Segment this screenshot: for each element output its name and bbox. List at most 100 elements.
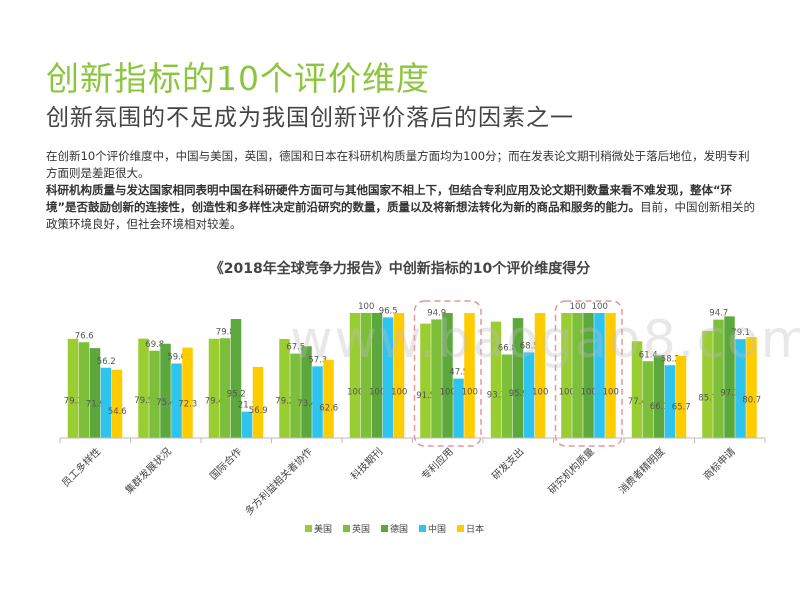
bar xyxy=(420,323,431,438)
bar xyxy=(431,319,442,438)
bar xyxy=(230,319,242,438)
bar xyxy=(642,361,654,438)
bar xyxy=(501,354,513,438)
bar-value-label: 68.5 xyxy=(520,341,539,351)
bar xyxy=(323,359,334,438)
bar xyxy=(724,316,735,438)
bar xyxy=(453,378,464,438)
bar-value-label: 100 xyxy=(347,387,363,397)
bar xyxy=(735,339,746,438)
bar xyxy=(100,367,112,438)
bar-value-label: 93.1 xyxy=(487,390,506,400)
bar xyxy=(523,352,535,438)
bar-value-label: 100 xyxy=(462,387,478,397)
bar-value-label: 75.4 xyxy=(156,398,175,408)
legend-label: 中国 xyxy=(428,523,446,535)
highlight-box xyxy=(413,300,482,447)
bar-value-label: 100 xyxy=(603,387,619,397)
bar-value-label: 79.1 xyxy=(731,328,750,338)
bar-value-label: 66.1 xyxy=(650,402,669,412)
bar xyxy=(301,346,312,438)
bar xyxy=(290,353,301,438)
bar xyxy=(664,365,676,438)
bar-value-label: 76.6 xyxy=(75,331,94,341)
bar xyxy=(138,338,149,438)
bar-value-label: 58.2 xyxy=(661,354,680,364)
legend-swatch xyxy=(343,525,350,532)
bar-value-label: 95.9 xyxy=(509,389,528,399)
legend-label: 美国 xyxy=(314,523,332,535)
bar-value-label: 67.5 xyxy=(286,343,305,353)
bar-value-label: 71.9 xyxy=(86,400,105,410)
legend-label: 英国 xyxy=(352,523,370,535)
bar-value-label: 100 xyxy=(570,302,586,312)
bar-value-label: 100 xyxy=(532,387,548,397)
bar xyxy=(360,313,372,438)
bar-value-label: 80.7 xyxy=(742,396,761,406)
category-label: 研究机构质量 xyxy=(545,445,597,497)
bar xyxy=(241,411,253,438)
bar xyxy=(349,313,361,438)
bar-value-label: 56.2 xyxy=(97,357,116,367)
bar xyxy=(182,347,193,438)
bar xyxy=(252,366,264,438)
bar xyxy=(713,319,724,438)
bar xyxy=(171,363,182,438)
bar-value-label: 62.6 xyxy=(319,404,338,414)
bar xyxy=(605,313,616,438)
bar xyxy=(702,330,713,438)
bar-value-label: 85.7 xyxy=(698,394,717,404)
bar-value-label: 79.8 xyxy=(216,327,235,337)
bar-value-label: 100 xyxy=(559,387,575,397)
category-label: 研发支出 xyxy=(489,445,526,482)
bar xyxy=(78,342,90,438)
bar xyxy=(572,313,583,438)
bar-value-label: 100 xyxy=(581,387,597,397)
bar xyxy=(746,337,757,438)
bar-value-label: 100 xyxy=(358,302,374,312)
legend-label: 德国 xyxy=(390,523,408,535)
category-label: 商标申请 xyxy=(700,445,737,482)
legend-label: 日本 xyxy=(466,523,484,535)
bar xyxy=(594,313,605,438)
description-paragraph-2-bold: 科研机构质量与发达国家相同表明中国在科研硬件方面可与其他国家不相上下，但结合专利… xyxy=(46,183,733,214)
bar-value-label: 100 xyxy=(440,387,456,397)
bar-value-label: 77.4 xyxy=(628,397,647,407)
page-subtitle: 创新氛围的不足成为我国创新评价落后的因素之一 xyxy=(46,105,574,131)
bar xyxy=(675,355,687,438)
bar-chart: 79.3 76.6 71.9 56.2 54.6 员工多样性 79.5 69.8 75.4 59.… xyxy=(59,300,766,535)
page-title: 创新指标的10个评价维度 xyxy=(46,59,430,98)
bar xyxy=(371,313,383,438)
bar-value-label: 79.2 xyxy=(275,396,294,406)
description-paragraph-1: 在创新10个评价维度中，中国与美国，英国，德国和日本在科研机构质量方面均为100… xyxy=(46,149,750,180)
bar-value-label: 21.1 xyxy=(238,401,257,411)
bar xyxy=(464,313,475,438)
bar xyxy=(442,313,453,438)
category-label: 消费者精明度 xyxy=(616,445,668,497)
bar xyxy=(111,369,123,438)
description: 在创新10个评价维度中，中国与美国，英国，德国和日本在科研机构质量方面均为100… xyxy=(46,148,758,233)
category-label: 多方利益相关者协作 xyxy=(242,445,315,518)
bar-value-label: 54.6 xyxy=(108,407,127,417)
bar xyxy=(312,366,323,438)
bar-value-label: 59.6 xyxy=(167,353,186,363)
bar-value-label: 66.8 xyxy=(498,344,517,354)
bar xyxy=(490,321,502,438)
bar-value-label: 96.5 xyxy=(379,306,398,316)
bar xyxy=(561,313,572,438)
chart-title: 《2018年全球竞争力报告》中创新指标的10个评价维度得分 xyxy=(209,261,591,277)
bar xyxy=(631,341,643,438)
bar-value-label: 100 xyxy=(369,387,385,397)
legend-swatch xyxy=(457,525,464,532)
category-label: 科技期刊 xyxy=(348,445,385,482)
bar-value-label: 91.5 xyxy=(416,391,435,401)
bar xyxy=(534,313,546,438)
bar xyxy=(512,318,524,438)
bar xyxy=(382,317,394,438)
bar-value-label: 100 xyxy=(391,387,407,397)
bar xyxy=(67,338,79,438)
bar xyxy=(208,338,220,438)
bar xyxy=(393,313,405,438)
category-label: 国际合作 xyxy=(207,445,244,482)
bar xyxy=(160,343,171,438)
